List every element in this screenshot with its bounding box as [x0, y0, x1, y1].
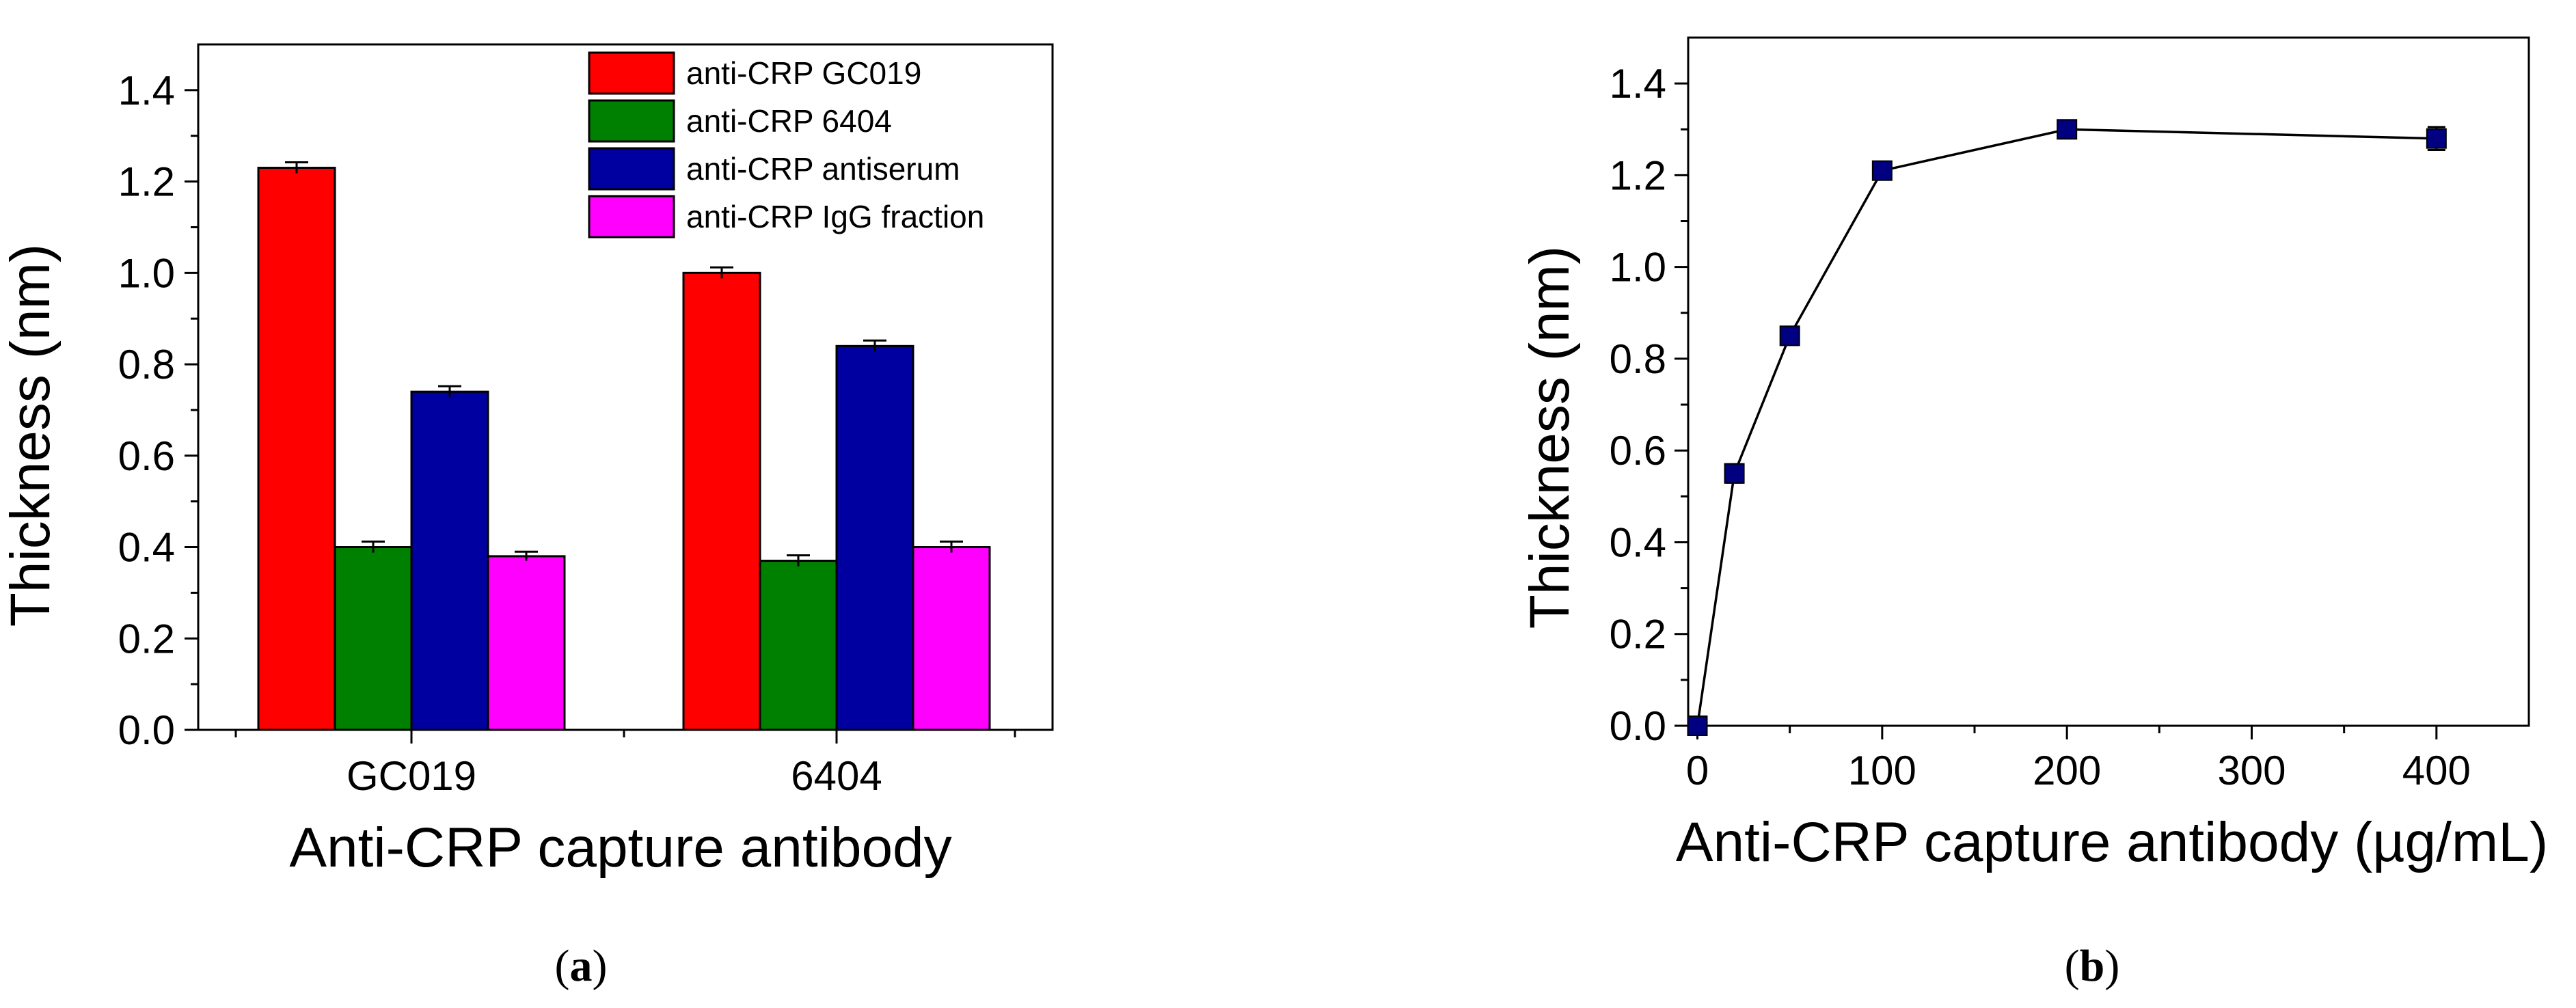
panel-b-letter: b — [2080, 941, 2105, 991]
panel-b-x-tick-label: 300 — [2217, 748, 2286, 793]
panel-a-plot-area: 0.0 0.2 0.4 0.6 0.8 1.0 1.2 1.4 GC019 6404 — [118, 43, 1054, 799]
svg-text:(b): (b) — [2065, 941, 2120, 991]
panel-a-bar — [410, 390, 489, 731]
panel-b-y-tick-label: 1.4 — [1610, 61, 1666, 107]
panel-a-bar — [487, 555, 566, 731]
panel-a-legend-swatch — [588, 195, 675, 239]
panel-a-legend-swatch — [588, 147, 675, 191]
panel-b-y-tick-label: 0.8 — [1610, 336, 1666, 382]
panel-b-line-chart: 0.0 0.2 0.4 0.6 0.8 1.0 1.2 1.4 0 100 200 300 400 Th… — [1519, 36, 2548, 991]
panel-a-legend-label: anti-CRP 6404 — [686, 103, 892, 139]
panel-b-data-point — [1779, 325, 1800, 346]
panel-b-y-tick-label: 1.2 — [1610, 152, 1666, 198]
panel-a-y-tick-label: 1.2 — [118, 159, 175, 205]
svg-text:(a): (a) — [555, 941, 608, 991]
panel-a-y-tick-label: 0.8 — [118, 342, 175, 387]
panel-b-caption: (b) — [2065, 941, 2120, 991]
panel-b-y-tick-label: 0.2 — [1610, 612, 1666, 657]
panel-a-y-tick-label: 0.6 — [118, 433, 175, 479]
panel-b-x-tick-label: 200 — [2033, 748, 2101, 793]
panel-a-y-tick-label: 0.4 — [118, 525, 175, 571]
panel-a-caption: (a) — [555, 941, 608, 991]
panel-a-axes-frame — [197, 43, 1054, 731]
panel-b-y-tick-label: 0.0 — [1610, 703, 1666, 749]
panel-b-axes-frame — [1687, 36, 2530, 727]
panel-a-y-tick-label: 1.0 — [118, 250, 175, 296]
panel-b-y-tick-label: 1.0 — [1610, 245, 1666, 290]
panel-a-letter: a — [570, 941, 593, 991]
panel-a-legend-label: anti-CRP IgG fraction — [686, 199, 984, 234]
panel-b-x-tick-label: 0 — [1686, 748, 1709, 793]
panel-b-x-axis-label: Anti-CRP capture antibody (µg/mL) — [1676, 811, 2548, 873]
panel-a-x-tick-label: GC019 — [347, 753, 476, 799]
panel-b-y-axis-label: Thickness (nm) — [1519, 246, 1581, 629]
panel-a-x-axis-label: Anti-CRP capture antibody — [289, 817, 951, 879]
panel-a-bar — [912, 546, 991, 731]
panel-a-y-tick-label: 1.4 — [118, 68, 175, 113]
panel-b-data-point — [1724, 463, 1745, 484]
panel-a-legend: anti-CRP GC019 anti-CRP 6404 anti-CRP anti… — [588, 51, 984, 239]
panel-a-y-tick-label: 0.0 — [118, 707, 175, 753]
panel-a-legend-swatch — [588, 99, 675, 143]
panel-b-data-point — [2057, 119, 2078, 140]
panel-b-y-tick-label: 0.6 — [1610, 428, 1666, 474]
panel-a-bar — [682, 271, 761, 731]
panel-a-legend-swatch — [588, 51, 675, 95]
panel-a-x-tick-label: 6404 — [791, 753, 882, 799]
panel-a-legend-label: anti-CRP GC019 — [686, 55, 921, 91]
panel-a-bar-chart: 0.0 0.2 0.4 0.6 0.8 1.0 1.2 1.4 GC019 6404 Thickn… — [0, 43, 1054, 991]
panel-b-series-line — [1696, 128, 2437, 726]
panel-b-data-point — [1687, 716, 1708, 736]
panel-a-y-tick-label: 0.2 — [118, 616, 175, 662]
panel-b-x-tick-label: 400 — [2402, 748, 2471, 793]
panel-a-bar — [257, 167, 336, 731]
panel-b-y-tick-label: 0.4 — [1610, 519, 1666, 565]
panel-a-bar — [759, 560, 838, 731]
panel-a-y-axis-label: Thickness (nm) — [0, 244, 62, 627]
panel-b-plot-area: 0.0 0.2 0.4 0.6 0.8 1.0 1.2 1.4 0 100 200 300 400 — [1610, 36, 2530, 793]
panel-a-bar — [835, 344, 914, 731]
panel-b-data-point — [1871, 160, 1893, 181]
panel-b-data-point — [2426, 128, 2447, 149]
panel-a-bar — [334, 546, 413, 731]
panel-b-x-tick-label: 100 — [1848, 748, 1916, 793]
panel-a-legend-label: anti-CRP antiserum — [686, 151, 960, 187]
